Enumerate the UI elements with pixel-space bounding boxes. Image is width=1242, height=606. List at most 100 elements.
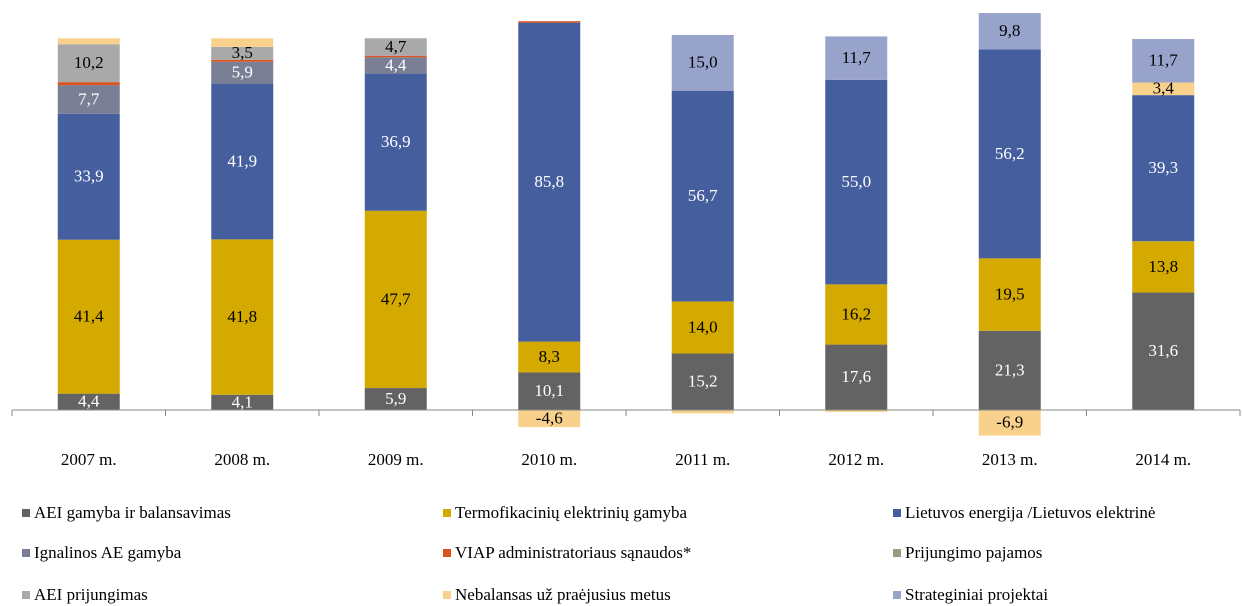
data-label: -4,6 — [536, 408, 563, 427]
bar-segment — [211, 83, 274, 240]
bar-segment — [364, 73, 427, 211]
data-label: 4,4 — [78, 392, 100, 411]
data-label: 10,1 — [534, 381, 564, 400]
bar-segment — [825, 344, 888, 410]
bar-segment — [518, 22, 581, 342]
bar-segment — [364, 57, 427, 74]
legend-swatch — [443, 549, 451, 557]
bar-segment — [211, 239, 274, 395]
bar-segment — [211, 394, 274, 410]
bar-segment — [978, 49, 1041, 259]
bar-segment — [671, 301, 734, 354]
legend-swatch — [22, 549, 30, 557]
legend-label: AEI prijungimas — [34, 585, 148, 604]
bar-segment — [57, 82, 120, 86]
legend-swatch — [443, 591, 451, 599]
data-label: 55,0 — [841, 172, 871, 191]
bar-segment — [364, 210, 427, 389]
data-label: 9,8 — [999, 21, 1020, 40]
data-label: 5,9 — [385, 389, 406, 408]
bar-segment — [1132, 95, 1195, 242]
data-label: 8,3 — [539, 347, 560, 366]
bar-segment — [1132, 39, 1195, 83]
x-tick-label: 2011 m. — [675, 450, 730, 469]
bar-segment — [518, 372, 581, 410]
data-label: 17,6 — [841, 367, 871, 386]
data-label: 33,9 — [74, 167, 104, 186]
bar-segment — [211, 38, 274, 47]
bar-segment — [825, 36, 888, 80]
bar-segment — [978, 330, 1041, 410]
bar-segment — [825, 79, 888, 285]
x-tick-label: 2010 m. — [521, 450, 577, 469]
legend-label: AEI gamyba ir balansavimas — [34, 503, 231, 522]
legend-swatch — [443, 509, 451, 517]
bar-segment — [364, 55, 427, 58]
bar-segment — [364, 388, 427, 410]
data-label: 41,4 — [74, 307, 104, 326]
data-label: 16,2 — [841, 304, 871, 323]
data-label: 11,7 — [842, 48, 872, 67]
data-label: 56,7 — [688, 186, 718, 205]
legend-label: Prijungimo pajamos — [905, 543, 1042, 562]
data-label: 3,5 — [232, 43, 253, 62]
data-label: 10,2 — [74, 53, 104, 72]
bar-segment — [825, 410, 888, 412]
bar-segment — [57, 393, 120, 410]
bar-segment — [211, 46, 274, 60]
bar-segment — [57, 44, 120, 83]
data-label: 39,3 — [1148, 158, 1178, 177]
legend-label: VIAP administratoriaus sąnaudos* — [455, 543, 691, 562]
bar-segment — [978, 13, 1041, 50]
data-label: -6,9 — [996, 413, 1023, 432]
bar-segment — [211, 61, 274, 84]
data-label: 47,7 — [381, 289, 411, 308]
bar-segment — [671, 353, 734, 410]
legend-swatch — [22, 509, 30, 517]
legend-label: Ignalinos AE gamyba — [34, 543, 182, 562]
bar-segment — [1132, 82, 1195, 96]
bar-segment — [671, 410, 734, 414]
bar-segment — [364, 38, 427, 56]
bar-segment — [825, 284, 888, 345]
bar-segment — [1132, 241, 1195, 293]
legend-swatch — [893, 591, 901, 599]
legend-swatch — [893, 509, 901, 517]
data-label: 4,4 — [385, 55, 407, 74]
data-label: 15,0 — [688, 53, 718, 72]
data-label: 13,8 — [1148, 257, 1178, 276]
bar-segment — [57, 239, 120, 394]
data-label: 41,9 — [227, 151, 257, 170]
data-label: 11,7 — [1149, 51, 1179, 70]
data-label: 15,2 — [688, 372, 718, 391]
legend-label: Termofikacinių elektrinių gamyba — [455, 503, 687, 522]
legend-label: Strateginiai projektai — [905, 585, 1048, 604]
x-tick-label: 2012 m. — [828, 450, 884, 469]
legend-swatch — [22, 591, 30, 599]
bar-segment — [57, 113, 120, 240]
bar-segment — [978, 258, 1041, 331]
bar-segment — [671, 90, 734, 302]
bar-segment — [518, 410, 581, 428]
data-label: 4,1 — [232, 392, 253, 411]
bar-segment — [1132, 292, 1195, 410]
bar-segment — [978, 410, 1041, 436]
x-tick-label: 2009 m. — [368, 450, 424, 469]
x-tick-label: 2007 m. — [61, 450, 117, 469]
data-label: 7,7 — [78, 89, 100, 108]
bar-segment — [518, 341, 581, 373]
data-label: 3,4 — [1153, 79, 1175, 98]
bar-segment — [671, 34, 734, 91]
x-tick-label: 2014 m. — [1135, 450, 1191, 469]
data-label: 21,3 — [995, 360, 1025, 379]
legend-label: Lietuvos energija /Lietuvos elektrinė — [905, 503, 1155, 522]
bar-segment — [57, 38, 120, 45]
data-label: 36,9 — [381, 132, 411, 151]
legend-label: Nebalansas už praėjusius metus — [455, 585, 671, 604]
data-label: 31,6 — [1148, 341, 1178, 360]
bar-segment — [518, 21, 581, 23]
data-label: 85,8 — [534, 172, 564, 191]
data-label: 19,5 — [995, 284, 1025, 303]
